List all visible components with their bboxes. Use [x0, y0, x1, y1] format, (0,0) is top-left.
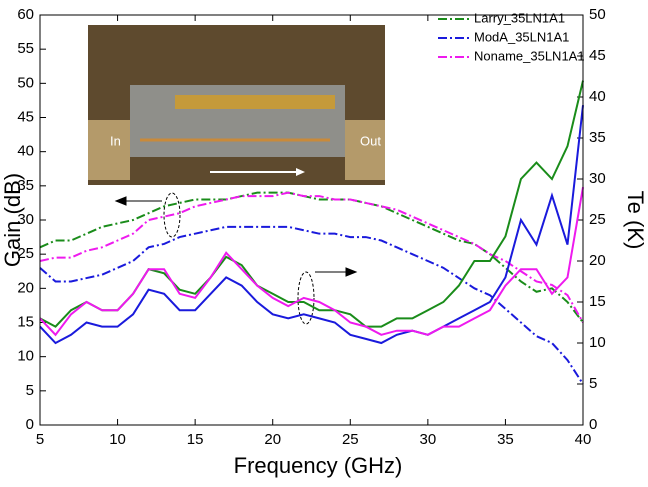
- data-line: [39, 105, 584, 345]
- x-tick-label: 15: [187, 431, 204, 448]
- y-tick-label: 45: [17, 108, 34, 125]
- y-tick-label: 15: [17, 313, 34, 330]
- legend-label: Larry_35LN1A1: [474, 10, 565, 25]
- y-tick-label: 0: [26, 416, 34, 433]
- x-tick-label: 10: [109, 431, 126, 448]
- y2-tick-label: 50: [589, 6, 606, 23]
- inset-arrow-head: [296, 168, 305, 176]
- inset-connector: [88, 120, 130, 180]
- y-tick-label: 10: [17, 348, 34, 365]
- y-tick-label: 20: [17, 279, 34, 296]
- y2-tick-label: 0: [589, 416, 597, 433]
- y-tick-label: 55: [17, 40, 34, 57]
- data-line: [39, 191, 584, 324]
- annotation-ellipse: [163, 192, 181, 238]
- inset-label: In: [110, 133, 121, 148]
- inset-connector: [345, 120, 385, 180]
- y2-tick-label: 20: [589, 252, 606, 269]
- y2-tick-label: 25: [589, 211, 606, 228]
- data-line: [39, 187, 584, 337]
- inset-label: Out: [360, 133, 381, 148]
- y2-tick-label: 30: [589, 170, 606, 187]
- y-tick-label: 35: [17, 177, 34, 194]
- y-tick-label: 25: [17, 245, 34, 262]
- y2-tick-label: 15: [589, 293, 606, 310]
- y2-tick-label: 40: [589, 88, 606, 105]
- data-line: [39, 191, 584, 323]
- annotation-arrow-head: [345, 267, 358, 277]
- y-tick-label: 30: [17, 211, 34, 228]
- y2-tick-label: 45: [589, 47, 606, 64]
- annotation-ellipse: [297, 271, 315, 325]
- x-axis-label: Frequency (GHz): [234, 453, 403, 478]
- y2-tick-label: 35: [589, 129, 606, 146]
- annotation-arrow-head: [114, 196, 127, 206]
- x-tick-label: 20: [264, 431, 281, 448]
- inset-photo: In Out: [88, 25, 385, 185]
- plot-frame: [39, 14, 584, 426]
- y-tick-label: 50: [17, 74, 34, 91]
- y2-tick-label: 5: [589, 375, 597, 392]
- y-tick-label: 40: [17, 143, 34, 160]
- y-tick-label: 60: [17, 6, 34, 23]
- legend-label: ModA_35LN1A1: [474, 29, 569, 44]
- x-tick-label: 35: [497, 431, 514, 448]
- x-tick-label: 40: [575, 431, 592, 448]
- y2-tick-label: 10: [589, 334, 606, 351]
- x-tick-label: 30: [420, 431, 437, 448]
- annotations: [114, 192, 358, 325]
- legend-label: Noname_35LN1A1: [474, 48, 585, 63]
- inset-pads: [175, 95, 335, 109]
- y2-axis-label: Te (K): [623, 191, 648, 250]
- x-tick-label: 25: [342, 431, 359, 448]
- y-tick-label: 5: [26, 382, 34, 399]
- y-axis-label: Gain (dB): [0, 173, 25, 267]
- x-tick-label: 5: [36, 431, 44, 448]
